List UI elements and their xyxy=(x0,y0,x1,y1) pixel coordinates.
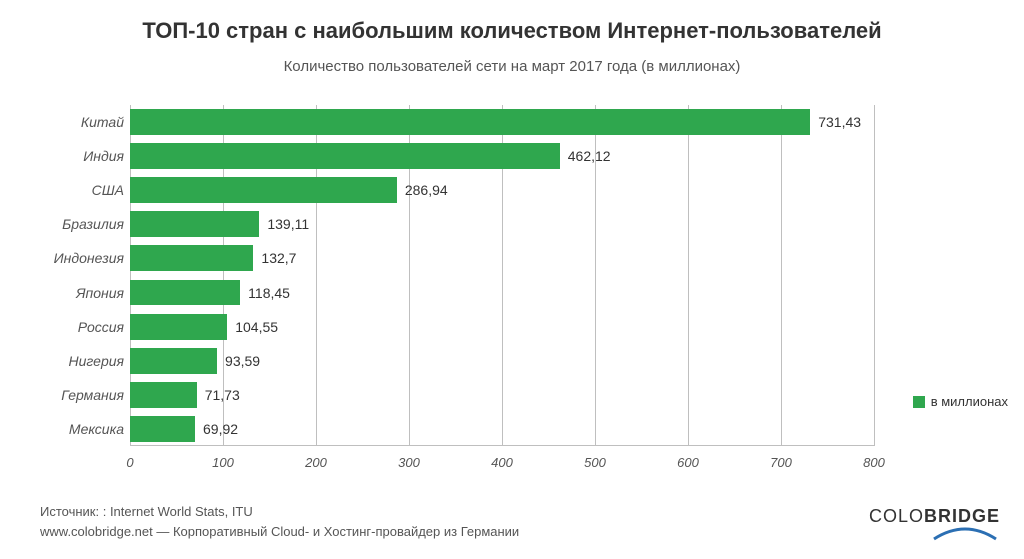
legend-label: в миллионах xyxy=(931,394,1008,409)
bar-row: Россия104,55 xyxy=(130,310,874,344)
x-tick-label: 0 xyxy=(126,455,133,470)
x-tick-label: 500 xyxy=(584,455,606,470)
bar xyxy=(130,109,810,135)
value-label: 139,11 xyxy=(267,216,309,232)
logo-text: COLOBRIDGE xyxy=(869,506,1000,526)
x-tick-label: 300 xyxy=(398,455,420,470)
chart-subtitle: Количество пользователей сети на март 20… xyxy=(0,44,1024,75)
value-label: 462,12 xyxy=(568,148,611,164)
chart-area: 0100200300400500600700800Китай731,43Инди… xyxy=(40,105,874,474)
category-label: Бразилия xyxy=(62,216,130,232)
category-label: США xyxy=(92,182,130,198)
logo-text-right: BRIDGE xyxy=(924,506,1000,526)
bar-row: Индия462,12 xyxy=(130,139,874,173)
bar xyxy=(130,143,560,169)
value-label: 93,59 xyxy=(225,353,260,369)
bar xyxy=(130,382,197,408)
category-label: Япония xyxy=(76,285,130,301)
x-tick-label: 600 xyxy=(677,455,699,470)
x-tick-label: 400 xyxy=(491,455,513,470)
bar-row: Германия71,73 xyxy=(130,378,874,412)
legend-swatch xyxy=(913,396,925,408)
bar xyxy=(130,280,240,306)
bar-row: Китай731,43 xyxy=(130,105,874,139)
value-label: 69,92 xyxy=(203,421,238,437)
value-label: 71,73 xyxy=(205,387,240,403)
logo: COLOBRIDGE xyxy=(869,506,1000,541)
chart-title: ТОП-10 стран с наибольшим количеством Ин… xyxy=(0,0,1024,44)
bar-row: Мексика69,92 xyxy=(130,412,874,446)
category-label: Нигерия xyxy=(69,353,130,369)
category-label: Германия xyxy=(61,387,130,403)
bar xyxy=(130,245,253,271)
value-label: 118,45 xyxy=(248,285,290,301)
category-label: Мексика xyxy=(69,421,130,437)
logo-arc-icon xyxy=(930,525,1000,541)
value-label: 132,7 xyxy=(261,250,296,266)
bar-row: Нигерия93,59 xyxy=(130,344,874,378)
logo-text-left: COLO xyxy=(869,506,924,526)
value-label: 104,55 xyxy=(235,319,278,335)
bar xyxy=(130,211,259,237)
x-tick-label: 800 xyxy=(863,455,885,470)
x-tick-label: 100 xyxy=(212,455,234,470)
x-tick-label: 700 xyxy=(770,455,792,470)
category-label: Индия xyxy=(83,148,130,164)
bar xyxy=(130,416,195,442)
category-label: Китай xyxy=(81,114,130,130)
value-label: 286,94 xyxy=(405,182,448,198)
x-tick-label: 200 xyxy=(305,455,327,470)
bar xyxy=(130,348,217,374)
legend: в миллионах xyxy=(913,394,1008,409)
value-label: 731,43 xyxy=(818,114,861,130)
category-label: Россия xyxy=(78,319,130,335)
bar xyxy=(130,177,397,203)
source-line: Источник: : Internet World Stats, ITU xyxy=(40,502,519,522)
category-label: Индонезия xyxy=(54,250,130,266)
bar-row: Индонезия132,7 xyxy=(130,241,874,275)
site-line: www.colobridge.net — Корпоративный Cloud… xyxy=(40,522,519,542)
footer: Источник: : Internet World Stats, ITU ww… xyxy=(40,502,519,541)
bar-row: Япония118,45 xyxy=(130,276,874,310)
bar-row: Бразилия139,11 xyxy=(130,207,874,241)
bar-row: США286,94 xyxy=(130,173,874,207)
gridline xyxy=(874,105,875,446)
bar xyxy=(130,314,227,340)
plot-area: 0100200300400500600700800Китай731,43Инди… xyxy=(130,105,874,446)
